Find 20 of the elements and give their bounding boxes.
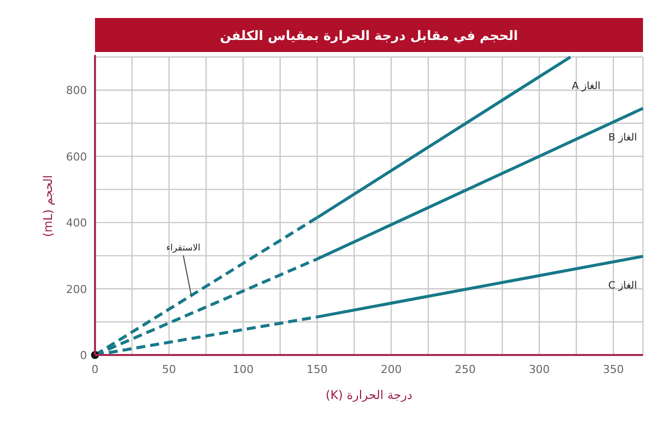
y-tick-label: 400	[66, 216, 87, 230]
x-tick-label: 0	[92, 363, 98, 376]
series-label: الغاز C	[608, 280, 637, 292]
x-axis-title: درجة الحرارة (K)	[326, 388, 412, 402]
x-tick-label: 50	[162, 363, 176, 376]
y-tick-label: 200	[66, 282, 87, 296]
x-tick-label: 100	[232, 363, 254, 376]
chart-title: الحجم في مقابل درجة الحرارة بمقياس الكلفن	[220, 29, 518, 44]
text: الغاز A	[572, 81, 600, 92]
series-label: الغاز B	[608, 132, 637, 144]
y-tick-label: 0	[80, 349, 87, 362]
x-tick-label: 350	[602, 363, 624, 376]
y-tick-label: 600	[66, 150, 87, 164]
y-tick-label: 800	[66, 84, 87, 98]
x-tick-label: 200	[380, 363, 402, 376]
x-tick-label: 300	[528, 363, 550, 376]
y-axis-title: الحجم (mL)	[41, 174, 55, 238]
x-tick-label: 150	[306, 363, 328, 376]
x-tick-label: 250	[454, 363, 476, 376]
annotation: الاستقراء	[166, 243, 200, 254]
